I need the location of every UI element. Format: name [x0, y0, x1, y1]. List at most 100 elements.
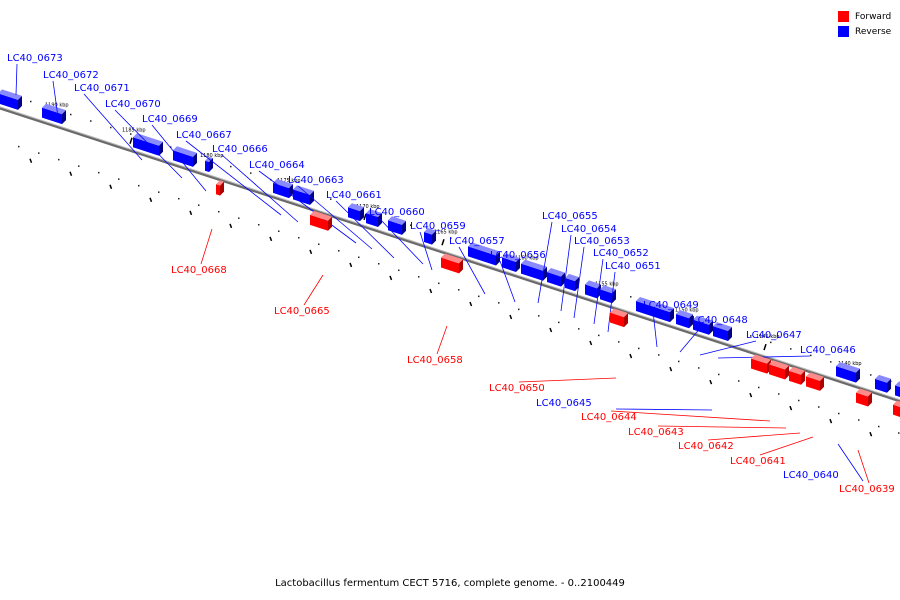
gene-LC40_0646 — [836, 362, 860, 383]
gene-LC40_0668-side — [220, 181, 224, 196]
gene-LC40_0642-leader — [707, 432, 801, 441]
gene-label-LC40_0673: LC40_0673 — [7, 53, 63, 64]
gene-LC40_0655-leader — [537, 221, 553, 304]
gene-LC40_0653-leader — [573, 246, 585, 319]
gene-LC40_0641-side — [820, 376, 824, 391]
track-dash — [509, 314, 513, 320]
track-dot — [598, 334, 600, 337]
gene-LC40_0672-side — [62, 110, 66, 125]
gene-label-LC40_0649: LC40_0649 — [643, 300, 699, 311]
gene-label-LC40_0647: LC40_0647 — [746, 330, 802, 341]
gene-LC40_0668-body — [216, 184, 220, 196]
gene-LC40_0652-body — [600, 289, 612, 304]
gene-label-LC40_0666: LC40_0666 — [212, 144, 268, 155]
scale-label-8: 1150 kbp — [675, 308, 699, 314]
gene-LC40_0647-top — [713, 322, 732, 331]
scale-label-2: 1180 kbp — [200, 153, 224, 159]
gene-LC40_0659-top — [468, 242, 500, 256]
gene-LC40_0661-side — [402, 220, 406, 235]
track-dot — [658, 354, 660, 356]
track-dot — [30, 100, 32, 103]
track-dot — [250, 172, 252, 174]
scale-label-7: 1155 kbp — [595, 282, 619, 288]
gene-LC40_0667 — [273, 178, 293, 199]
track-dash — [69, 171, 73, 177]
track-dot — [230, 165, 232, 168]
gene-LC40_0651-side — [670, 308, 674, 323]
gene-LC40_0639-top — [856, 388, 872, 397]
track-dash — [829, 418, 833, 424]
track-dot — [90, 120, 92, 122]
gene-LC40_0647 — [713, 322, 732, 341]
gene-LC40_0666 — [293, 185, 314, 205]
gene-LC40_0645-body — [875, 378, 887, 393]
track-dot — [110, 126, 112, 129]
track-dash — [109, 184, 113, 190]
track-dot — [378, 263, 380, 265]
gene-LC40_0660-leader — [378, 217, 424, 265]
gene-LC40_0666-top — [293, 185, 314, 195]
gene-LC40_0658-top — [441, 253, 463, 264]
gene-LC40_0650-leader — [518, 377, 617, 383]
track-dot — [578, 328, 580, 330]
legend-item-reverse: Reverse — [838, 24, 891, 39]
gene-LC40_0664-leader — [258, 170, 357, 244]
gene-LC40_0641 — [806, 372, 824, 391]
reverse-swatch — [838, 26, 849, 37]
gene-label-LC40_0664: LC40_0664 — [249, 160, 305, 171]
gene-label-LC40_0656: LC40_0656 — [490, 250, 546, 261]
gene-LC40_0655-top — [547, 268, 565, 277]
track-dot — [778, 393, 780, 395]
track-dot — [78, 165, 80, 167]
gene-LC40_0655-side — [561, 272, 565, 287]
gene-label-LC40_0642: LC40_0642 — [678, 441, 734, 452]
gene-LC40_0649-side — [689, 314, 693, 329]
scale-label-6: 1160 kbp — [515, 256, 539, 262]
track-dash — [29, 158, 33, 164]
track-dash — [309, 249, 313, 255]
track-dash — [229, 223, 233, 229]
track-dot — [790, 348, 792, 350]
track-dash — [669, 366, 673, 372]
track-dot — [450, 237, 452, 239]
scale-tick — [441, 239, 445, 246]
gene-LC40_0643-side — [785, 365, 789, 380]
track-dot — [70, 113, 72, 116]
scale-label-3: 1175 kbp — [277, 178, 301, 184]
gene-LC40_0668 — [216, 180, 224, 196]
gene-LC40_0654-top — [565, 273, 579, 282]
track-dot — [98, 171, 100, 174]
gene-LC40_0666-leader — [221, 154, 299, 223]
track-dot — [558, 321, 560, 324]
gene-LC40_0646-leader — [717, 355, 811, 359]
gene-LC40_0648-side — [709, 320, 713, 335]
track-dot — [750, 335, 752, 337]
gene-LC40_0655-body — [547, 272, 561, 287]
gene-LC40_0663-body — [366, 213, 378, 228]
track-dot — [218, 210, 220, 213]
gene-LC40_0641-leader — [759, 436, 814, 456]
gene-LC40_0658-side — [459, 259, 463, 274]
gene-LC40_0640-leader — [837, 443, 864, 482]
gene-LC40_0642-side — [801, 370, 805, 385]
gene-label-LC40_0640: LC40_0640 — [783, 470, 839, 481]
track-dot — [878, 425, 880, 428]
gene-LC40_0639-side — [868, 392, 872, 407]
gene-LC40_0670-leader — [114, 109, 183, 179]
gene-LC40_0658 — [441, 253, 463, 274]
gene-LC40_0646-body — [836, 366, 856, 383]
gene-label-LC40_0669: LC40_0669 — [142, 114, 198, 125]
genome-title: Lactobacillus fermentum CECT 5716, compl… — [275, 578, 625, 589]
gene-LC40_0652 — [600, 285, 616, 304]
gene-LC40_0664-side — [360, 207, 364, 222]
gene-LC40_0671-side — [159, 141, 163, 156]
track-dot — [410, 224, 412, 226]
gene-LC40_0644-body — [751, 358, 767, 374]
track-dot — [458, 289, 460, 291]
gene-LC40_0645 — [875, 374, 891, 393]
gene-LC40_0666-body — [293, 189, 310, 205]
track-dot — [238, 217, 240, 219]
gene-LC40_0639-body — [856, 392, 868, 407]
